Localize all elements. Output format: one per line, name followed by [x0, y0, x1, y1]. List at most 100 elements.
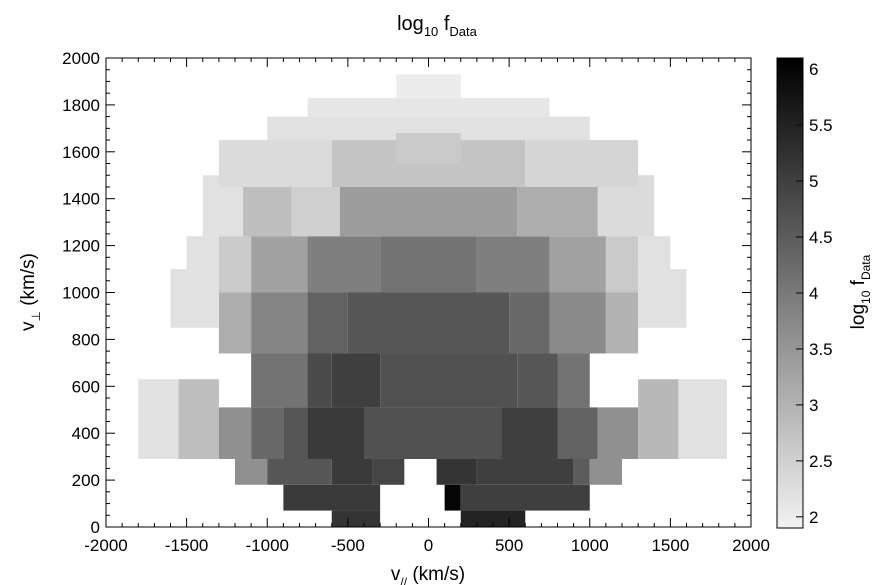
y-tick-label: 1600 [62, 143, 100, 162]
heatmap-cell [331, 353, 381, 408]
heatmap-cell [525, 140, 639, 187]
heatmap-cells [138, 74, 727, 527]
ylabel-v: v [18, 321, 39, 331]
colorbar-tick-label: 3.5 [809, 340, 833, 359]
heatmap-cell [380, 353, 518, 408]
heatmap-cell [283, 407, 308, 459]
heatmap-cell [307, 292, 348, 354]
ylabel-units: (km/s) [18, 253, 39, 311]
heatmap-cell [138, 379, 179, 459]
heatmap-cell [436, 458, 477, 485]
heatmap-cell [638, 269, 687, 328]
y-tick-label: 1000 [62, 284, 100, 303]
xlabel-units: (km/s) [407, 564, 465, 585]
x-tick-label: 500 [495, 536, 523, 555]
y-tick-label: 600 [72, 377, 100, 396]
heatmap-cell [638, 236, 671, 270]
xlabel-v: v [391, 564, 401, 585]
heatmap-cell [235, 458, 268, 485]
x-tick-label: -500 [331, 536, 365, 555]
title-sub-10: 10 [424, 24, 438, 39]
heatmap-cell [307, 407, 364, 459]
heatmap-cell [396, 74, 461, 98]
heatmap-cell [476, 458, 574, 485]
heatmap-cell [218, 236, 252, 293]
heatmap-cell [517, 186, 598, 237]
heatmap-cell [307, 97, 550, 117]
heatmap-cell [589, 458, 622, 485]
colorbar-tick-label: 2 [809, 508, 818, 527]
heatmap-cell [605, 236, 639, 293]
x-axis-ticks: -2000 -1500 -1000 -500 0 500 1000 1500 2000 [84, 58, 770, 555]
title-f: f [438, 13, 450, 35]
heatmap-cell [267, 458, 332, 485]
colorbar-tick-label: 4.5 [809, 228, 833, 247]
colorbar-ticks: 2 2.5 3 3.5 4 4.5 5 5.5 6 [796, 60, 833, 527]
heatmap-cell [605, 292, 639, 354]
heatmap-cell [364, 407, 502, 459]
colorbar-tick-label: 5.5 [809, 116, 833, 135]
heatmap-cell [372, 458, 405, 485]
heatmap-cell [178, 379, 219, 459]
heatmap-cell [243, 186, 292, 237]
chart-title: log10 fData [397, 13, 478, 39]
heatmap-cell [186, 236, 219, 270]
heatmap-cell [170, 269, 219, 328]
x-axis-label: v// (km/s) [391, 564, 465, 585]
y-tick-label: 200 [72, 471, 100, 490]
heatmap-cell [549, 236, 606, 293]
cblabel-sub-data: Data [859, 254, 873, 280]
heatmap-cell [251, 292, 308, 354]
heatmap-cell [291, 186, 340, 237]
xlabel-sub: // [400, 575, 407, 585]
y-tick-label: 800 [72, 330, 100, 349]
colorbar-tick-label: 2.5 [809, 452, 833, 471]
title-log: log [397, 13, 424, 35]
heatmap-cell [218, 292, 252, 354]
x-tick-label: 0 [424, 536, 433, 555]
heatmap-cell [460, 484, 590, 511]
ylabel-sub: ⊥ [29, 311, 43, 321]
x-tick-label: 1500 [651, 536, 689, 555]
y-tick-label: 1200 [62, 237, 100, 256]
heatmap-cell [476, 236, 550, 293]
heatmap-cell [444, 484, 461, 511]
heatmap-cell [597, 407, 639, 459]
x-tick-label: -1500 [165, 536, 208, 555]
y-tick-label: 2000 [62, 49, 100, 68]
cblabel-log: log [848, 304, 869, 329]
heatmap-cell [380, 236, 477, 293]
colorbar-tick-label: 6 [809, 60, 818, 79]
heatmap-cell [638, 379, 679, 459]
heatmap-cell [218, 140, 332, 187]
cblabel-sub-10: 10 [859, 290, 873, 304]
heatmap-cell [339, 186, 518, 237]
heatmap-cell [347, 292, 510, 354]
heatmap-cell [331, 510, 381, 527]
y-axis-ticks: 0 200 400 600 800 1000 1200 1400 1600 1800 2000 [62, 49, 751, 537]
y-tick-label: 1800 [62, 96, 100, 115]
heatmap-cell [396, 133, 461, 164]
heatmap-cell [573, 458, 590, 485]
heatmap-cell [267, 116, 590, 141]
y-tick-label: 1400 [62, 190, 100, 209]
title-sub-data: Data [449, 24, 477, 39]
cblabel-f: f [848, 279, 869, 290]
heatmap-cell [283, 484, 381, 511]
heatmap-cell [331, 458, 373, 485]
y-tick-label: 0 [91, 518, 100, 537]
heatmap-cell [251, 236, 308, 293]
heatmap-cell [517, 353, 558, 408]
heatmap-cell [251, 407, 284, 459]
heatmap-cell [307, 236, 381, 293]
heatmap-cell [678, 379, 727, 459]
heatmap-cell [557, 353, 590, 408]
colorbar-tick-label: 3 [809, 396, 818, 415]
colorbar-tick-label: 4 [809, 284, 818, 303]
y-tick-label: 400 [72, 424, 100, 443]
heatmap-cell [218, 407, 252, 459]
colorbar-tick-label: 5 [809, 172, 818, 191]
heatmap-cell [501, 407, 558, 459]
heatmap-cell [549, 292, 606, 354]
x-tick-label: -2000 [84, 536, 127, 555]
